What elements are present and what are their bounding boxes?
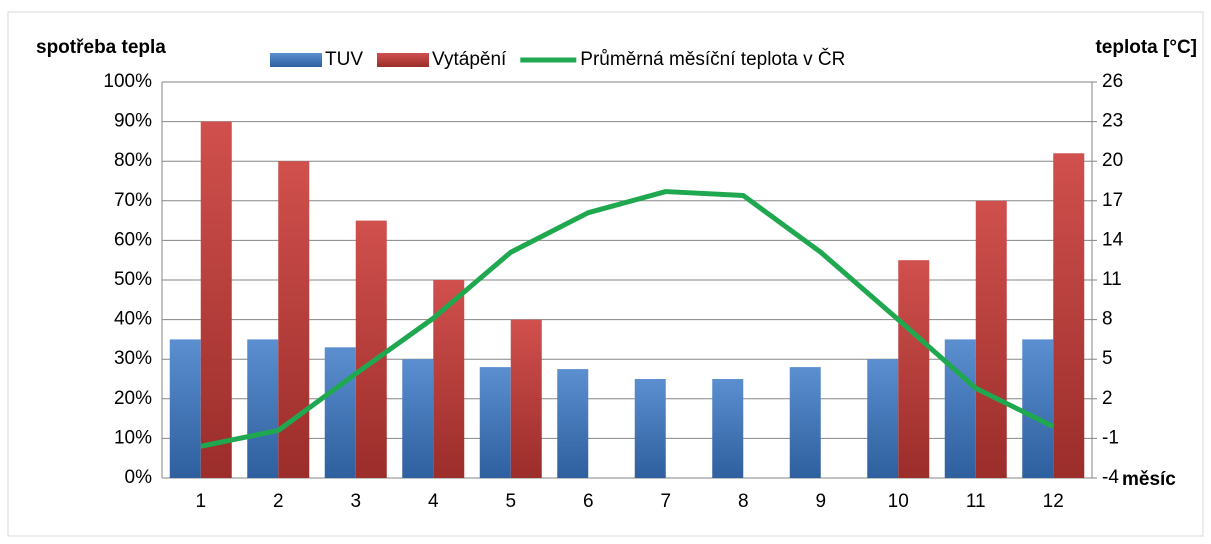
y2-tick-label: 5 [1102,348,1113,369]
y-tick-label: 100% [103,71,152,92]
y2-tick-label: 2 [1102,388,1113,409]
y-tick-label: 70% [114,190,152,211]
bar [510,319,542,478]
bar [557,369,589,478]
y2-tick-label: 11 [1102,269,1122,290]
y2-tick-label: 8 [1102,309,1113,330]
legend-swatch [377,53,429,67]
y-tick-label: 10% [114,427,152,448]
legend-swatch [270,53,322,67]
legend-label: Vytápění [432,49,507,70]
y2-tick-label: 23 [1102,111,1123,132]
bar [169,339,201,478]
bar [402,359,434,478]
y-tick-label: 30% [114,348,152,369]
y-tick-label: 40% [114,309,152,330]
x-tick-label: 12 [1043,491,1064,512]
bar [712,379,744,478]
x-tick-label: 5 [505,491,516,512]
x-tick-label: 8 [738,491,749,512]
bar [324,347,356,478]
y-tick-label: 80% [114,150,152,171]
legend-label: TUV [325,49,363,70]
y2-tick-label: 20 [1102,150,1123,171]
bar [634,379,666,478]
bar [898,260,930,478]
temperature-line [200,189,1055,449]
bar [867,359,899,478]
y-tick-label: 90% [114,111,152,132]
bar [975,200,1007,479]
y2-tick-label: -4 [1102,467,1119,488]
y-tick-label: 0% [125,467,153,488]
x-tick-label: 4 [428,491,439,512]
bar [789,367,821,478]
bar [433,280,465,478]
y-axis-title: spotřeba tepla [36,37,166,58]
bar [479,367,511,478]
bar [355,220,387,478]
x-tick-label: 9 [815,491,826,512]
bar [200,121,232,478]
y-tick-label: 50% [114,269,152,290]
x-axis-title: měsíc [1122,469,1176,490]
y-tick-label: 20% [114,388,152,409]
bar [1053,153,1085,478]
bar [1022,339,1054,478]
x-tick-label: 2 [273,491,284,512]
bar [247,339,279,478]
x-tick-label: 6 [583,491,594,512]
bar [944,339,976,478]
x-tick-label: 7 [660,491,671,512]
y-tick-label: 60% [114,229,152,250]
x-tick-label: 1 [195,491,206,512]
y2-tick-label: -1 [1102,427,1119,448]
x-tick-label: 11 [966,491,986,512]
y2-tick-label: 17 [1102,190,1123,211]
x-tick-label: 3 [350,491,361,512]
legend-label: Průměrná měsíční teplota v ČR [580,48,845,70]
y2-axis-title: teplota [°C] [1095,37,1197,58]
bar [278,161,310,478]
x-tick-label: 10 [888,491,909,512]
y2-tick-label: 14 [1102,229,1124,250]
y2-tick-label: 26 [1102,71,1123,92]
